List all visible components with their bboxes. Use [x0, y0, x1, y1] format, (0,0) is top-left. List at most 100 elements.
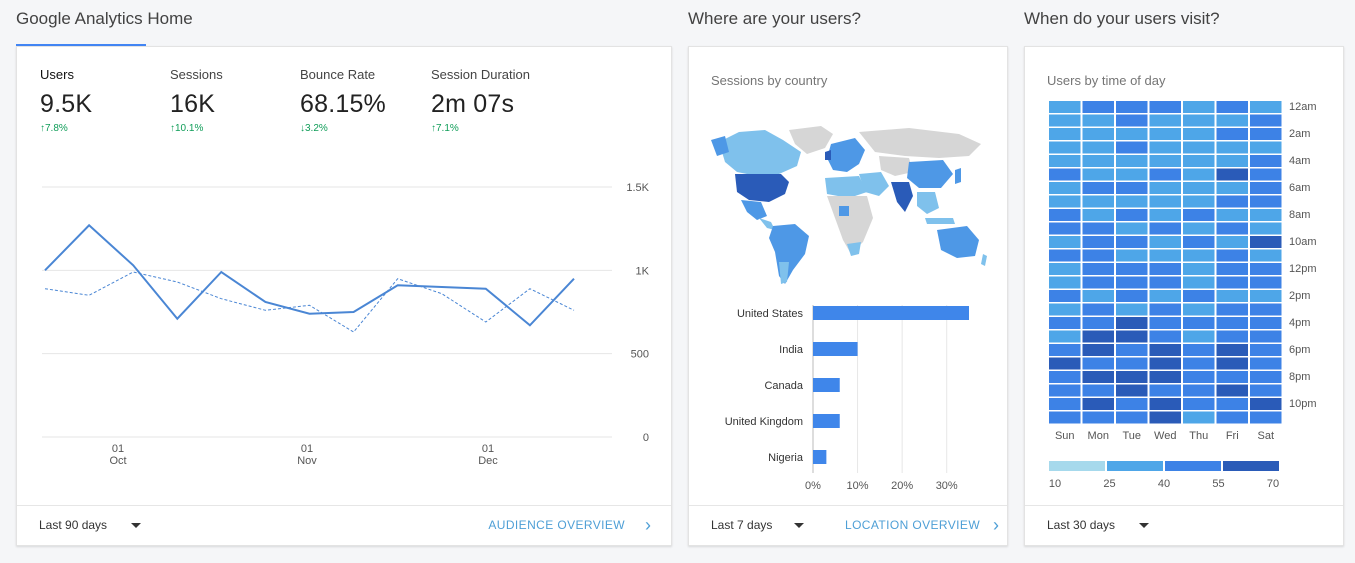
heatmap-cell — [1049, 114, 1081, 127]
heatmap-cell — [1082, 344, 1114, 356]
metric-change: ↑7.1% — [431, 123, 459, 134]
heatmap-cell — [1149, 384, 1181, 397]
caret-down-icon[interactable] — [131, 523, 141, 528]
metric-change: ↑7.8% — [40, 123, 68, 134]
time-of-day-heatmap: 12am 2am 4am 6am 8am 10am 12pm 2pm 4pm 6pm 8pm 10pm… — [1049, 101, 1317, 490]
heatmap-cell — [1183, 222, 1215, 235]
heatmap-cell — [1183, 290, 1215, 302]
heatmap-cell — [1250, 168, 1282, 181]
heatmap-cell — [1116, 249, 1148, 262]
heatmap-cell — [1183, 263, 1215, 275]
hour-label: 2am — [1289, 128, 1310, 140]
heatmap-cell — [1049, 222, 1081, 235]
heatmap-cell — [1049, 168, 1081, 181]
date-range-dropdown[interactable]: Last 30 days — [1047, 518, 1116, 532]
heatmap-cell — [1149, 182, 1181, 194]
hour-label: 6pm — [1289, 344, 1310, 356]
date-range-dropdown[interactable]: Last 7 days — [711, 518, 773, 532]
heatmap-cell — [1183, 330, 1215, 343]
metric-users[interactable]: Users 9.5K ↑7.8% — [40, 67, 92, 134]
heatmap-cell — [1049, 330, 1081, 343]
heatmap-cell — [1183, 317, 1215, 329]
heatmap-cell — [1149, 344, 1181, 356]
heatmap-cell — [1082, 276, 1114, 289]
legend-tick-label: 70 — [1267, 478, 1279, 490]
heatmap-cell — [1049, 290, 1081, 302]
heatmap-cell — [1116, 344, 1148, 356]
heatmap-cell — [1116, 411, 1148, 424]
heatmap-cell — [1183, 101, 1215, 113]
country-bar-chart: 0% 10% 20% 30% United States India Canada Unite… — [725, 305, 969, 492]
heatmap-cell — [1116, 141, 1148, 154]
metric-bounce-rate[interactable]: Bounce Rate 68.15% ↓3.2% — [300, 67, 386, 134]
heatmap-cell — [1250, 330, 1282, 343]
heatmap-cell — [1216, 384, 1248, 397]
heatmap-cell — [1250, 384, 1282, 397]
map-united-states — [735, 174, 789, 202]
bar-category-label: Canada — [764, 380, 803, 392]
map-north-africa — [825, 176, 867, 198]
audience-overview-link[interactable]: AUDIENCE OVERVIEW — [488, 518, 625, 532]
heatmap-cell — [1250, 317, 1282, 329]
heatmap-cell — [1250, 371, 1282, 383]
heatmap-cell — [1250, 128, 1282, 140]
heatmap-cell — [1250, 263, 1282, 275]
heatmap-cell — [1082, 317, 1114, 329]
heatmap-cell — [1250, 290, 1282, 302]
country-bar — [813, 450, 827, 464]
heatmap-cell — [1216, 195, 1248, 208]
metric-sessions[interactable]: Sessions 16K ↑10.1% — [170, 67, 223, 134]
heatmap-cell — [1216, 263, 1248, 275]
map-indonesia — [925, 218, 955, 224]
heatmap-cell — [1216, 209, 1248, 221]
heatmap-cell — [1183, 236, 1215, 248]
location-card: Sessions by country 0% 10% 20% 30% United St — [688, 46, 1008, 546]
heatmap-cell — [1082, 222, 1114, 235]
heatmap-cell — [1149, 330, 1181, 343]
day-label: Wed — [1154, 430, 1176, 442]
heatmap-cell — [1250, 303, 1282, 316]
heatmap-cell — [1082, 411, 1114, 424]
heatmap-cell — [1149, 195, 1181, 208]
bar-category-label: India — [779, 344, 804, 356]
heatmap-cell — [1116, 114, 1148, 127]
heatmap-cell — [1216, 290, 1248, 302]
section-title-where: Where are your users? — [688, 9, 861, 28]
map-canada — [719, 130, 801, 176]
heatmap-cell — [1082, 114, 1114, 127]
country-bar — [813, 306, 969, 320]
metric-change: ↑10.1% — [170, 123, 204, 134]
legend-tick-label: 10 — [1049, 478, 1061, 490]
caret-down-icon[interactable] — [794, 523, 804, 528]
heatmap-cell — [1049, 384, 1081, 397]
heatmap-cell — [1049, 182, 1081, 194]
metric-value: 2m 07s — [431, 90, 515, 118]
heatmap-cell — [1183, 182, 1215, 194]
heatmap-cell — [1250, 411, 1282, 424]
x-tick-day: 01 — [301, 443, 313, 455]
metric-session-duration[interactable]: Session Duration 2m 07s ↑7.1% — [431, 67, 530, 134]
x-tick-day: 01 — [112, 443, 124, 455]
heatmap-cell — [1116, 371, 1148, 383]
metric-value: 9.5K — [40, 90, 93, 118]
x-tick-month: Oct — [109, 455, 126, 467]
heatmap-cell — [1082, 249, 1114, 262]
heatmap-cell — [1250, 155, 1282, 167]
heatmap-cell — [1216, 114, 1248, 127]
heatmap-cell — [1149, 209, 1181, 221]
location-overview-link[interactable]: LOCATION OVERVIEW — [845, 518, 981, 532]
map-central-asia — [879, 156, 913, 176]
heatmap-cell — [1049, 263, 1081, 275]
hour-label: 6am — [1289, 182, 1310, 194]
date-range-dropdown[interactable]: Last 90 days — [39, 518, 108, 532]
heatmap-cell — [1116, 182, 1148, 194]
chevron-right-icon[interactable]: › — [993, 515, 999, 535]
card-subtitle: Sessions by country — [711, 73, 828, 88]
chevron-right-icon[interactable]: › — [645, 515, 651, 535]
heatmap-cell — [1082, 141, 1114, 154]
caret-down-icon[interactable] — [1139, 523, 1149, 528]
heatmap-cell — [1216, 236, 1248, 248]
heatmap-cell — [1049, 236, 1081, 248]
time-footer: Last 30 days — [1025, 505, 1343, 545]
heatmap-cell — [1082, 263, 1114, 275]
